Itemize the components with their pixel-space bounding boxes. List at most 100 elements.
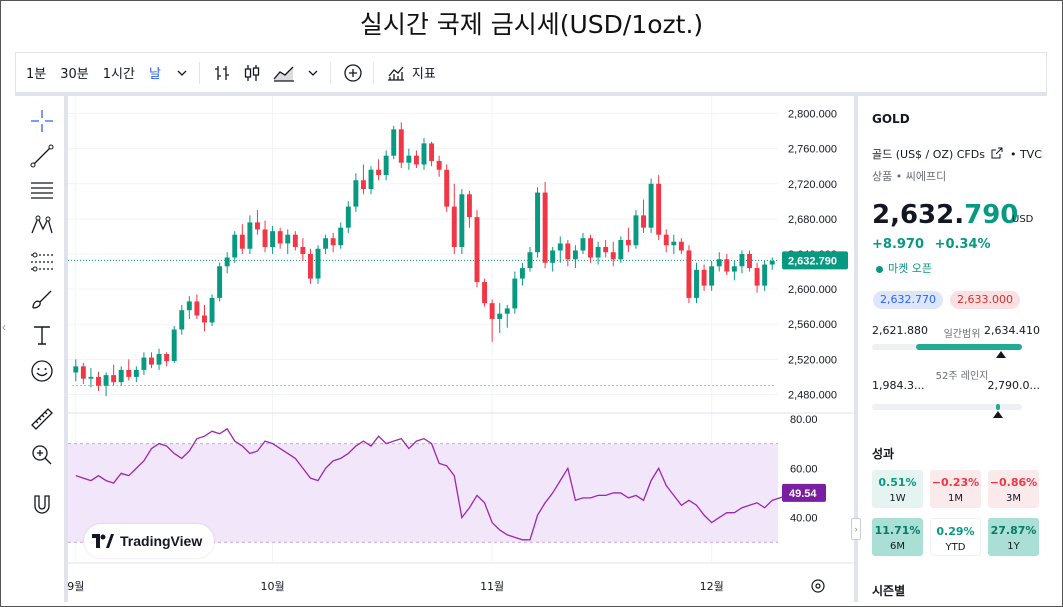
trend-line-icon[interactable] (29, 143, 55, 169)
symbol-full-name: 골드 (US$ / OZ) CFDs (872, 148, 985, 161)
52w-range-bar (872, 404, 1022, 410)
candle-body (557, 243, 563, 251)
interval-1h-button[interactable]: 1시간 (102, 67, 135, 82)
perf-period: 3M (1006, 493, 1021, 504)
candle-body (186, 301, 192, 311)
bar-chart-icon[interactable] (212, 63, 232, 83)
candle-body (656, 183, 662, 235)
chevron-down-icon[interactable] (306, 63, 320, 83)
collapse-sidebar-button[interactable]: › (851, 518, 861, 540)
candle-body (391, 129, 397, 156)
tradingview-logo[interactable]: TradingView (84, 524, 214, 558)
performance-3m[interactable]: −0.86% 3M (988, 470, 1039, 508)
tradingview-logo-icon (92, 534, 114, 548)
drawing-toolbar (15, 96, 68, 602)
price-tick-label: 2,680.000 (788, 214, 837, 226)
pattern-icon[interactable] (29, 213, 55, 239)
indicators-icon[interactable] (386, 63, 406, 83)
candle-body (580, 238, 586, 251)
rsi-last-tag (782, 483, 826, 502)
zoom-in-icon[interactable] (29, 442, 55, 468)
candle-body (482, 282, 488, 304)
fib-retracement-icon[interactable] (29, 178, 55, 204)
interval-day-button[interactable]: 날 (148, 67, 161, 82)
interval-1m-button[interactable]: 1분 (26, 67, 47, 82)
candle-body (247, 222, 253, 249)
day-range-bar (872, 344, 1022, 350)
candle-body (96, 376, 101, 386)
brush-icon[interactable] (29, 286, 55, 312)
candle-body (255, 222, 260, 230)
chart-toolbar: 1분 30분 1시간 날 지표 (15, 52, 1047, 92)
time-tick-label: 11월 (480, 580, 504, 593)
candle-body (754, 268, 760, 286)
last-price-dec: 790 (964, 200, 1019, 230)
price-chart[interactable]: 2,800.0002,760.0002,720.0002,680.0002,64… (67, 96, 922, 602)
price-tick-label: 2,480.000 (788, 389, 837, 401)
candle-body (315, 248, 321, 279)
symbol-ticker[interactable]: GOLD (872, 112, 910, 126)
price-change: +8.970 +0.34% (872, 237, 991, 252)
performance-1w[interactable]: 0.51% 1W (872, 470, 923, 508)
candle-body (610, 252, 616, 260)
time-tick-label: 9월 (68, 580, 84, 593)
emoji-icon[interactable] (29, 358, 55, 384)
chart-area[interactable]: 2,800.0002,760.0002,720.0002,680.0002,64… (67, 96, 922, 602)
interval-30m-button[interactable]: 30분 (60, 67, 89, 82)
toolbar-separator (198, 61, 200, 84)
candle-body (307, 254, 313, 279)
external-link-icon[interactable] (991, 147, 1003, 159)
tradingview-logo-text: TradingView (120, 533, 203, 549)
candle-body (323, 238, 329, 249)
candle-body (239, 234, 245, 249)
candle-body (436, 160, 442, 170)
ruler-icon[interactable] (29, 406, 55, 432)
settings-gear-icon[interactable] (811, 579, 825, 593)
market-open-dot (876, 265, 883, 273)
candle-body (527, 252, 533, 269)
time-tick-label: 10월 (261, 580, 285, 593)
toolbar-separator (372, 61, 374, 84)
candle-body (360, 180, 366, 190)
candle-body (709, 266, 715, 286)
candle-body (330, 238, 336, 246)
candles-icon[interactable] (242, 63, 262, 83)
performance-1m[interactable]: −0.23% 1M (930, 470, 981, 508)
perf-value: 27.87% (990, 524, 1037, 537)
perf-period: 1Y (1007, 541, 1020, 552)
perf-period: 6M (890, 541, 905, 552)
chevron-down-icon[interactable] (175, 63, 189, 83)
52w-low: 1,984.3... (872, 379, 925, 392)
last-price-tag (782, 251, 848, 270)
candle-body (694, 269, 699, 298)
performance-1y[interactable]: 27.87% 1Y (988, 518, 1039, 556)
candle-body (769, 261, 775, 265)
performance-ytd[interactable]: 0.29% YTD (930, 518, 981, 556)
price-tick-label: 2,720.000 (788, 179, 837, 191)
candle-body (588, 238, 593, 258)
candle-body (671, 241, 677, 246)
text-icon[interactable] (29, 322, 55, 348)
candle-body (686, 250, 692, 298)
area-chart-icon[interactable] (272, 63, 296, 83)
perf-period: 1M (948, 493, 963, 504)
add-compare-icon[interactable] (343, 63, 363, 83)
candle-body (118, 369, 124, 383)
performance-6m[interactable]: 11.71% 6M (872, 518, 923, 556)
expand-left-icon[interactable]: ‹ (2, 320, 6, 334)
candle-body (88, 376, 94, 379)
candle-body (595, 246, 601, 258)
prediction-icon[interactable] (29, 249, 55, 275)
candle-body (149, 357, 154, 365)
symbol-category: 상품 • 씨에프디 (872, 170, 947, 183)
page-title: 실시간 국제 금시세(USD/1ozt.) (359, 10, 704, 39)
perf-value: −0.86% (989, 476, 1038, 489)
indicators-button[interactable]: 지표 (411, 67, 436, 82)
52w-label: 52주 레인지 (935, 371, 989, 382)
perf-value: 0.29% (936, 525, 975, 538)
52w-range-fill (996, 404, 1000, 410)
candle-body (701, 269, 707, 286)
gear-center (815, 583, 821, 589)
crosshair-icon[interactable] (29, 108, 55, 134)
magnet-icon[interactable] (29, 492, 55, 518)
